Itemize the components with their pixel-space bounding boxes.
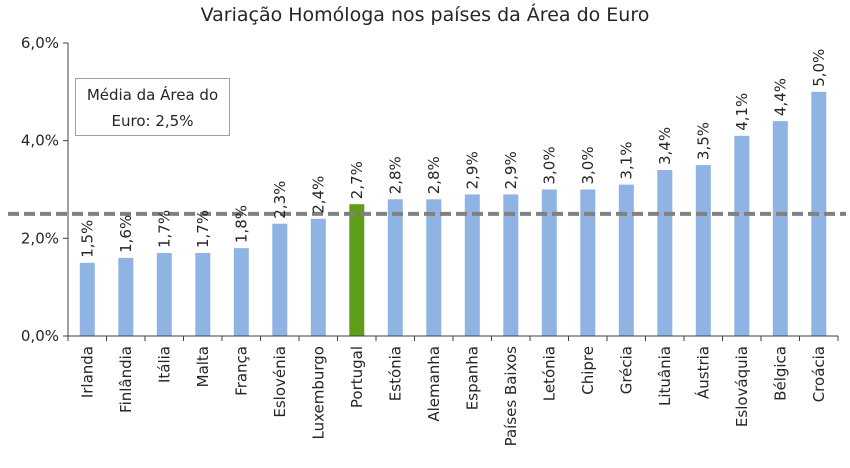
labels-layer: Irlanda Finlândia Itália Malta França Eslovén… [78, 49, 828, 447]
x-tick-label: Finlândia [117, 346, 135, 413]
data-label: 3,4% [656, 127, 674, 165]
data-label: 3,0% [540, 146, 558, 184]
average-annotation-line1: Média da Área do [86, 86, 219, 104]
data-label: 5,0% [810, 49, 828, 87]
x-tick-label: Bélgica [771, 346, 789, 401]
data-label: 3,1% [617, 141, 635, 179]
x-tick-label: Irlanda [78, 346, 96, 398]
x-tick-label: Itália [155, 346, 173, 383]
x-tick-label: Áustria [693, 346, 712, 399]
average-annotation-line2: Euro: 2,5% [111, 112, 194, 130]
bar-áustria [695, 165, 711, 336]
bar-irlanda [79, 262, 95, 337]
bars-layer [79, 91, 827, 337]
x-tick-label: Alemanha [425, 346, 443, 422]
data-label: 1,7% [155, 210, 173, 248]
bar-países-baixos [503, 194, 519, 336]
bar-estónia [387, 199, 403, 336]
data-label: 3,0% [579, 146, 597, 184]
bar-frança [233, 248, 249, 336]
y-tick-label: 0,0% [21, 327, 59, 345]
data-label: 2,7% [348, 161, 366, 199]
data-label: 1,6% [117, 215, 135, 253]
data-label: 2,3% [271, 181, 289, 219]
x-tick-label: Chipre [579, 346, 597, 395]
bar-bélgica [772, 121, 788, 336]
data-label: 4,4% [771, 78, 789, 116]
data-label: 1,7% [194, 210, 212, 248]
data-label: 4,1% [733, 93, 751, 131]
x-tick-label: Croácia [810, 346, 828, 402]
data-label: 2,9% [463, 151, 481, 189]
bar-itália [156, 253, 172, 336]
average-annotation-box: Média da Área do Euro: 2,5% [75, 78, 230, 136]
x-tick-label: França [232, 346, 250, 396]
x-tick-label: Eslováquia [733, 346, 751, 427]
x-tick-label: Lituânia [656, 346, 674, 406]
bar-eslovénia [272, 223, 288, 336]
data-label: 1,5% [78, 220, 96, 258]
data-label: 2,8% [425, 156, 443, 194]
x-tick-label: Eslovénia [271, 346, 289, 418]
x-tick-label: Estónia [386, 346, 404, 401]
bar-alemanha [426, 199, 442, 336]
data-label: 2,8% [386, 156, 404, 194]
bar-portugal [349, 204, 365, 336]
bar-eslováquia [734, 135, 750, 336]
x-tick-label: Países Baixos [502, 346, 520, 447]
data-label: 2,4% [309, 176, 327, 214]
data-label: 3,5% [694, 122, 712, 160]
y-tick-label: 4,0% [21, 132, 59, 150]
y-tick-label: 6,0% [21, 34, 59, 52]
bar-letónia [541, 189, 557, 336]
data-label: 1,8% [232, 205, 250, 243]
chart-title: Variação Homóloga nos países da Área do … [200, 4, 650, 26]
x-tick-label: Malta [194, 346, 212, 387]
data-label: 2,9% [502, 151, 520, 189]
x-tick-label: Luxemburgo [309, 346, 327, 440]
x-tick-label: Portugal [348, 346, 366, 408]
axis-layer: 0,0% 2,0% 4,0% 6,0% [21, 34, 839, 345]
bar-luxemburgo [310, 218, 326, 336]
x-tick-label: Letónia [540, 346, 558, 401]
bar-espanha [464, 194, 480, 336]
bar-finlândia [118, 257, 134, 336]
bar-chipre [580, 189, 596, 336]
y-tick-label: 2,0% [21, 229, 59, 247]
x-tick-label: Grécia [617, 346, 635, 394]
bar-grécia [618, 184, 634, 336]
x-tick-label: Espanha [463, 346, 481, 410]
bar-lituânia [657, 170, 673, 336]
bar-malta [195, 253, 211, 336]
